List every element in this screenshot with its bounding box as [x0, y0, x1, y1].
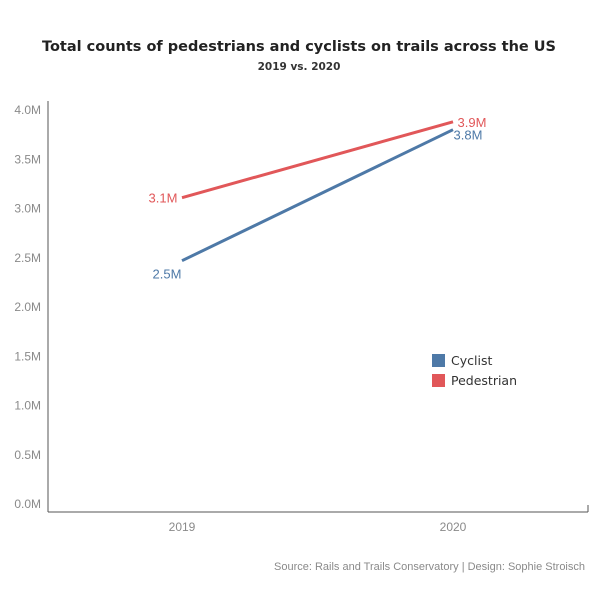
data-labels: 2.5M 3.8M 3.1M 3.9M	[149, 115, 487, 282]
y-tick-label: 3.5M	[14, 152, 41, 166]
x-axis-ticks: 2019 2020	[169, 520, 467, 534]
legend-swatch-pedestrian	[432, 374, 445, 387]
y-tick-label: 4.0M	[14, 103, 41, 117]
y-tick-label: 3.0M	[14, 202, 41, 216]
y-axis-ticks: 0.0M 0.5M 1.0M 1.5M 2.0M 2.5M 3.0M 3.5M 4.0M	[14, 103, 41, 511]
data-label-pedestrian: 3.9M	[458, 115, 487, 130]
legend-label-pedestrian: Pedestrian	[451, 373, 517, 388]
series-line-pedestrian	[181, 120, 454, 200]
legend-swatch-cyclist	[432, 354, 445, 367]
x-tick-label: 2020	[440, 520, 467, 534]
y-tick-label: 1.5M	[14, 349, 41, 363]
legend-label-cyclist: Cyclist	[451, 353, 492, 368]
y-tick-label: 0.0M	[14, 497, 41, 511]
y-tick-label: 2.5M	[14, 251, 41, 265]
source-note: Source: Rails and Trails Conservatory | …	[274, 561, 585, 573]
x-tick-label: 2019	[169, 520, 196, 534]
series-line-cyclist	[181, 128, 454, 263]
data-label-cyclist: 3.8M	[454, 128, 483, 143]
data-label-cyclist: 2.5M	[153, 267, 182, 282]
legend: Cyclist Pedestrian	[432, 353, 517, 388]
y-tick-label: 0.5M	[14, 448, 41, 462]
y-tick-label: 2.0M	[14, 300, 41, 314]
chart-title: Total counts of pedestrians and cyclists…	[42, 39, 556, 55]
chart-subtitle: 2019 vs. 2020	[258, 61, 341, 73]
series-lines	[181, 120, 454, 263]
y-tick-label: 1.0M	[14, 399, 41, 413]
data-label-pedestrian: 3.1M	[149, 191, 178, 206]
